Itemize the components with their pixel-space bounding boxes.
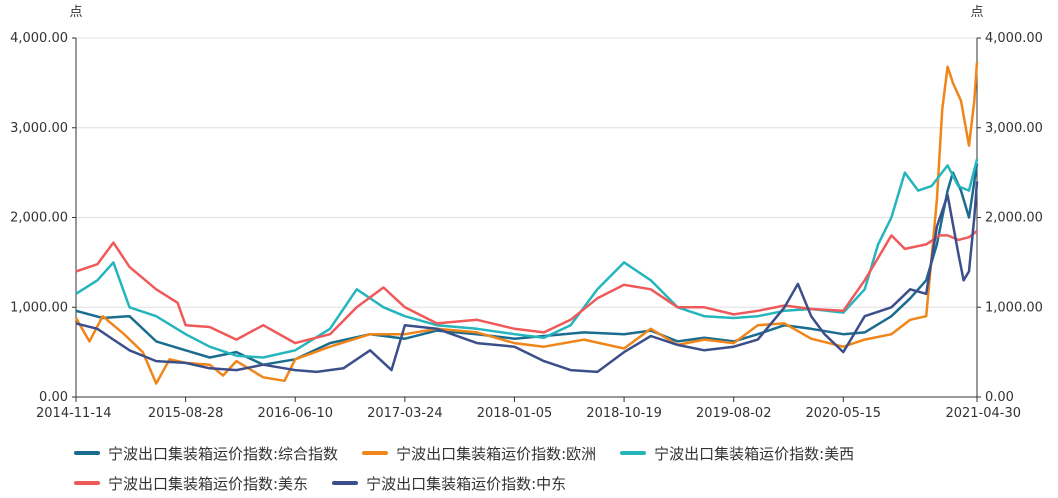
left-y-tick-label: 2,000.00 [10,211,68,226]
legend: 宁波出口集装箱运价指数:综合指数 宁波出口集装箱运价指数:欧洲 宁波出口集装箱运… [74,438,1034,498]
series-line-3 [75,230,978,345]
x-tick-label: 2019-08-02 [696,406,772,421]
right-y-ticks: 0.00 1,000.00 2,000.00 3,000.00 4,000.00 [977,31,1043,405]
x-tick-label: 2021-04-30 [945,406,1021,421]
legend-item-us-west[interactable]: 宁波出口集装箱运价指数:美西 [620,443,854,464]
legend-swatch [362,451,389,455]
right-y-tick-label: 3,000.00 [985,121,1043,136]
x-tick-label: 2016-06-10 [257,406,333,421]
x-tick-label: 2020-05-15 [806,406,882,421]
x-tick-label: 2014-11-14 [36,406,112,421]
legend-label: 宁波出口集装箱运价指数:欧洲 [396,444,597,463]
x-tick-label: 2017-03-24 [367,406,443,421]
series-lines [74,62,979,385]
right-y-tick-label: 4,000.00 [985,31,1043,46]
legend-label: 宁波出口集装箱运价指数:美东 [108,474,309,493]
legend-item-composite[interactable]: 宁波出口集装箱运价指数:综合指数 [74,443,338,464]
legend-item-middle-east[interactable]: 宁波出口集装箱运价指数:中东 [332,473,566,494]
legend-item-europe[interactable]: 宁波出口集装箱运价指数:欧洲 [362,443,596,464]
right-y-tick-label: 0.00 [985,390,1014,405]
legend-row-2: 宁波出口集装箱运价指数:美东 宁波出口集装箱运价指数:中东 [74,468,1034,498]
grid-lines [76,37,977,308]
left-y-tick-label: 1,000.00 [10,300,68,315]
left-y-unit: 点 [69,5,82,20]
x-tick-label: 2015-08-28 [148,406,224,421]
legend-swatch [332,481,359,485]
left-y-tick-label: 4,000.00 [10,31,68,46]
right-y-tick-label: 2,000.00 [985,211,1043,226]
left-y-ticks: 0.00 1,000.00 2,000.00 3,000.00 4,000.00 [10,31,76,405]
right-y-unit: 点 [970,5,983,20]
legend-swatch [620,451,647,455]
left-y-tick-label: 3,000.00 [10,121,68,136]
right-y-tick-label: 1,000.00 [985,300,1043,315]
series-line-2 [75,158,979,359]
left-y-tick-label: 0.00 [39,390,68,405]
x-tick-label: 2018-01-05 [477,406,553,421]
x-tick-label: 2018-10-19 [586,406,662,421]
legend-row-1: 宁波出口集装箱运价指数:综合指数 宁波出口集装箱运价指数:欧洲 宁波出口集装箱运… [74,438,1034,468]
legend-label: 宁波出口集装箱运价指数:美西 [654,444,855,463]
legend-swatch [74,481,100,485]
x-ticks: 2014-11-14 2015-08-28 2016-06-10 2017-03-24… [36,397,1021,421]
series-line-4 [75,181,979,374]
legend-item-us-east[interactable]: 宁波出口集装箱运价指数:美东 [74,473,308,494]
legend-swatch [74,451,100,455]
legend-label: 宁波出口集装箱运价指数:中东 [366,474,567,493]
line-chart: 点 点 0.00 1,000.00 2,000.00 3,000.00 4,000.00… [10,5,1043,421]
legend-label: 宁波出口集装箱运价指数:综合指数 [108,444,339,463]
